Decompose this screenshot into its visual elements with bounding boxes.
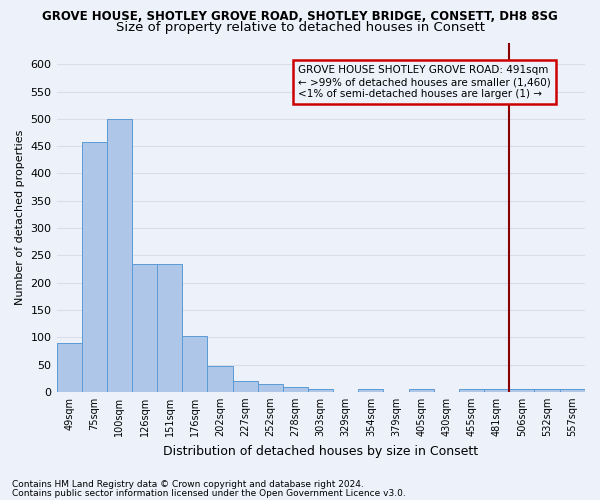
Bar: [560, 389, 584, 392]
Bar: [484, 389, 509, 392]
Bar: [509, 389, 535, 392]
Bar: [358, 389, 383, 392]
Bar: [233, 381, 258, 392]
Bar: [208, 366, 233, 392]
Text: GROVE HOUSE, SHOTLEY GROVE ROAD, SHOTLEY BRIDGE, CONSETT, DH8 8SG: GROVE HOUSE, SHOTLEY GROVE ROAD, SHOTLEY…: [42, 10, 558, 23]
Bar: [82, 142, 107, 392]
Bar: [308, 389, 333, 392]
Bar: [459, 389, 484, 392]
Text: Contains public sector information licensed under the Open Government Licence v3: Contains public sector information licen…: [12, 490, 406, 498]
Text: Contains HM Land Registry data © Crown copyright and database right 2024.: Contains HM Land Registry data © Crown c…: [12, 480, 364, 489]
Bar: [535, 389, 560, 392]
Text: Size of property relative to detached houses in Consett: Size of property relative to detached ho…: [115, 22, 485, 35]
Bar: [283, 387, 308, 392]
Bar: [409, 389, 434, 392]
X-axis label: Distribution of detached houses by size in Consett: Distribution of detached houses by size …: [163, 444, 478, 458]
Bar: [157, 264, 182, 392]
Bar: [107, 119, 132, 392]
Bar: [56, 342, 82, 392]
Bar: [258, 384, 283, 392]
Text: GROVE HOUSE SHOTLEY GROVE ROAD: 491sqm
← >99% of detached houses are smaller (1,: GROVE HOUSE SHOTLEY GROVE ROAD: 491sqm ←…: [298, 66, 551, 98]
Bar: [182, 336, 208, 392]
Y-axis label: Number of detached properties: Number of detached properties: [15, 130, 25, 305]
Bar: [132, 264, 157, 392]
